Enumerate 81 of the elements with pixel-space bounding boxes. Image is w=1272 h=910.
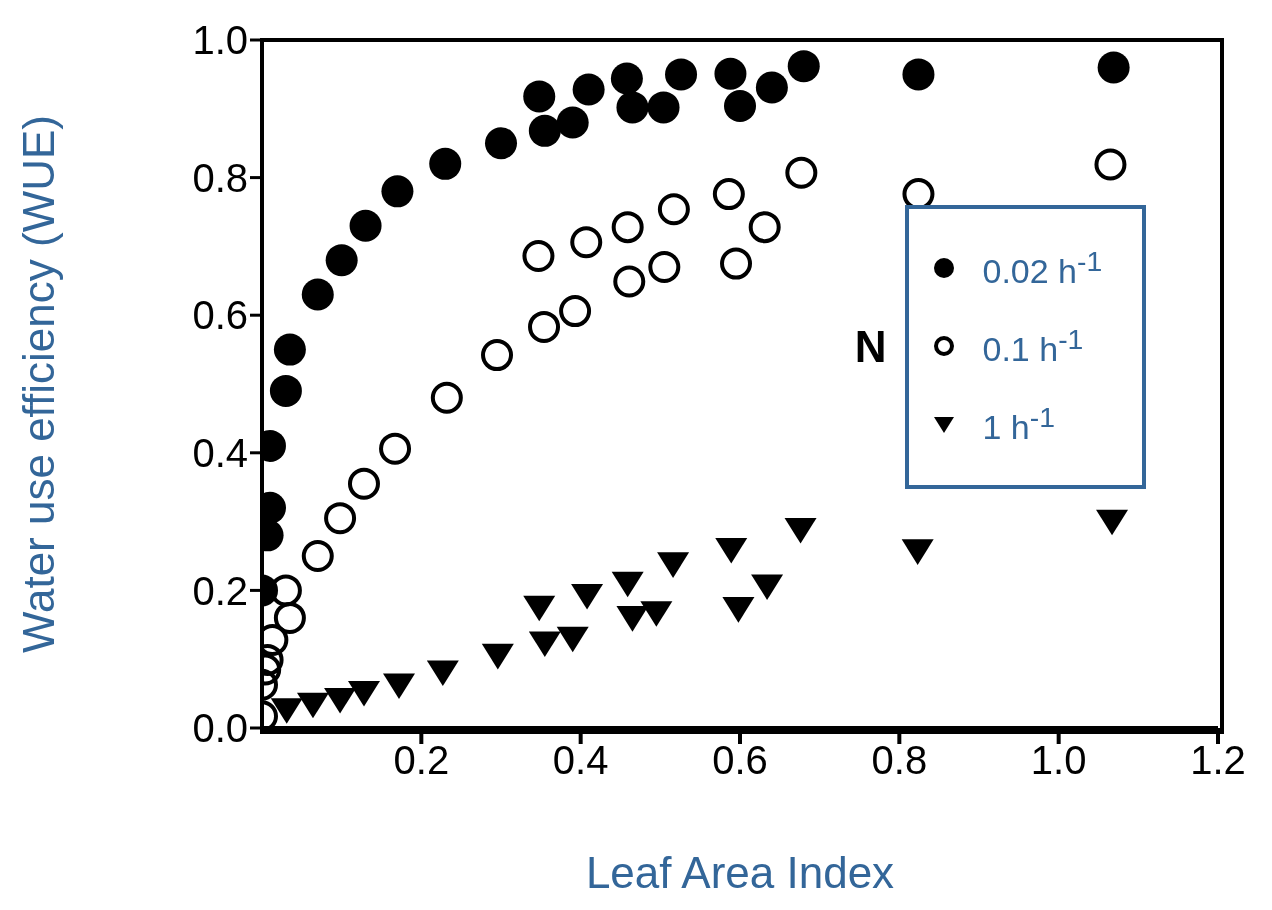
point [611, 571, 644, 598]
point [528, 631, 561, 658]
x-tick-label: 0.6 [712, 738, 768, 783]
point [481, 643, 514, 670]
point [610, 62, 643, 95]
legend-title: N [854, 322, 887, 373]
point [571, 584, 604, 610]
y-tick-label: 0.0 [192, 706, 248, 751]
point [785, 156, 818, 189]
point [748, 211, 781, 244]
point [712, 178, 745, 211]
point [722, 597, 755, 623]
y-tick-label: 0.4 [192, 431, 248, 475]
x-axis-title: Leaf Area Index [585, 848, 895, 897]
point [901, 539, 934, 565]
point [481, 339, 514, 372]
point [902, 58, 935, 91]
y-tick-label: 0.6 [192, 293, 248, 338]
point [528, 310, 561, 343]
point [270, 698, 303, 724]
point [570, 226, 603, 259]
point [383, 673, 416, 700]
point [273, 333, 306, 366]
point [426, 660, 459, 686]
legend-label: 0.02 h$^{-1}$ [982, 244, 1103, 292]
point [714, 57, 747, 90]
point [751, 574, 784, 600]
y-tick-label: 0.8 [192, 155, 248, 200]
point [429, 147, 462, 180]
x-tick-label: 1.0 [1030, 738, 1087, 783]
x-tick-label: 0.4 [552, 738, 609, 783]
x-tick-label: 0.8 [871, 738, 928, 783]
point [556, 106, 589, 139]
point [648, 251, 681, 284]
point [430, 381, 463, 414]
point [522, 240, 555, 273]
y-axis-title: Water use efficiency (WUE) [13, 115, 63, 653]
point [273, 601, 306, 634]
point [301, 278, 334, 311]
point [523, 80, 556, 113]
point [559, 295, 592, 328]
point [665, 58, 698, 91]
point [755, 71, 788, 104]
point [611, 211, 644, 244]
point [269, 374, 302, 407]
point [349, 209, 382, 242]
point [556, 626, 589, 653]
point [647, 91, 680, 124]
point [347, 467, 380, 500]
point [720, 247, 753, 280]
y-tick-label: 0.2 [192, 568, 248, 613]
point [640, 601, 673, 627]
y-tick-label: 1.0 [192, 18, 248, 63]
point [485, 127, 517, 160]
point [347, 681, 380, 707]
point [381, 175, 414, 208]
point [613, 265, 646, 298]
legend-label: 0.1 h$^{-1}$ [982, 322, 1084, 370]
point [523, 595, 556, 622]
point [784, 517, 817, 544]
point [324, 502, 357, 535]
point [724, 90, 756, 123]
point [616, 91, 649, 124]
point [572, 73, 605, 106]
point [616, 606, 649, 632]
point [657, 193, 690, 226]
x-tick-label: 0.2 [393, 738, 450, 783]
point [787, 50, 820, 83]
point [379, 432, 412, 465]
point [715, 537, 748, 564]
point [296, 692, 329, 719]
point [301, 540, 334, 572]
point [325, 244, 358, 277]
point [657, 552, 690, 578]
point [528, 114, 561, 147]
legend-label: 1 h$^{-1}$ [982, 400, 1055, 448]
point [1097, 51, 1130, 84]
point [1094, 148, 1127, 181]
x-tick-label: 1.2 [1190, 738, 1246, 783]
point [324, 687, 357, 714]
point [1096, 509, 1129, 536]
